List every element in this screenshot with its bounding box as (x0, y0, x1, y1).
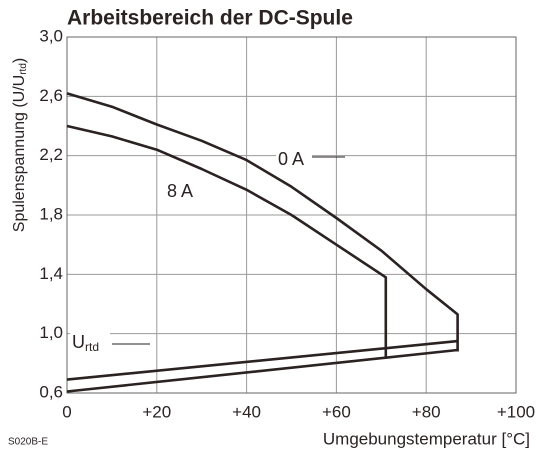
label-bg (165, 181, 201, 203)
series-line (66, 339, 458, 381)
x-tick-label: +20 (142, 402, 171, 421)
annotation-main: U (72, 332, 85, 352)
y-tick-label: 2,6 (39, 86, 63, 105)
series-label: 0 A (278, 149, 304, 169)
x-tick-label: +60 (322, 402, 351, 421)
label-bg (70, 333, 110, 357)
y-label-end: ) (11, 58, 28, 63)
y-tick-label: 0,6 (39, 382, 63, 401)
y-label-text: Spulenspannung (U/U (11, 75, 28, 232)
annotation-sub: rtd (85, 340, 99, 354)
x-tick-label: +100 (497, 402, 535, 421)
chart-title: Arbeitsbereich der DC-Spule (67, 7, 353, 30)
series-label: 8 A (167, 181, 193, 201)
series-line (66, 124, 388, 359)
y-tick-label: 3,0 (39, 26, 63, 45)
y-tick-label: 1,0 (39, 323, 63, 342)
label-bg (276, 149, 312, 171)
y-label-sub: rtd (18, 63, 29, 75)
y-axis-label: Spulenspannung (U/Urtd) (11, 58, 28, 232)
y-tick-label: 2,2 (39, 145, 63, 164)
series-line (66, 348, 458, 393)
y-tick-label: 1,8 (39, 204, 63, 223)
x-tick-label: +40 (232, 402, 261, 421)
x-tick-label: +80 (412, 402, 441, 421)
annotation: Urtd (72, 332, 99, 354)
plot-frame (66, 36, 517, 394)
figure-code: S020B-E (8, 437, 48, 448)
series-line (66, 92, 459, 352)
y-tick-label: 1,4 (39, 264, 63, 283)
x-tick-label: 0 (62, 402, 71, 421)
x-axis-label: Umgebungstemperatur [°C] (323, 429, 530, 448)
